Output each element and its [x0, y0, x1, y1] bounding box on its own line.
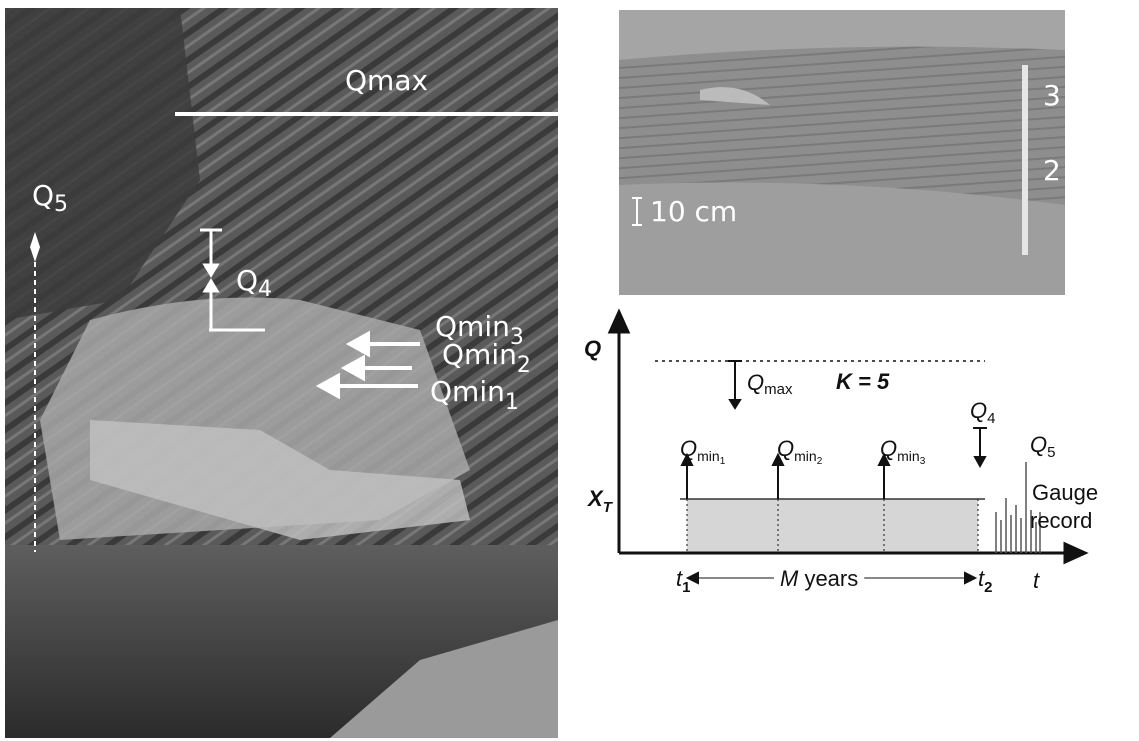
- photo-left: [5, 8, 558, 738]
- staff-mark: 2: [1043, 154, 1061, 187]
- t2-label: t2: [978, 566, 992, 596]
- m-years-label: M years: [780, 566, 858, 591]
- t1-label: t1: [676, 566, 690, 596]
- k-label: K = 5: [836, 369, 890, 394]
- qmax-label: Qmax: [345, 64, 428, 97]
- qmax-symbol: Qmax: [747, 370, 793, 398]
- gauge-label: Gauge: [1032, 480, 1098, 505]
- photo-right: [619, 10, 1065, 295]
- t-axis-label: t: [1033, 568, 1040, 593]
- gauge-label: record: [1030, 508, 1092, 533]
- q4-symbol: Q4: [970, 398, 995, 427]
- figure: Qmax Q5 Q4 Qmin3 Qmin2 Qmin1 10 cm 3 2 Q…: [0, 0, 1139, 741]
- q5-symbol: Q5: [1030, 432, 1055, 461]
- xt-symbol: XT: [586, 486, 614, 516]
- y-axis-label: Q: [584, 336, 601, 361]
- qmin2-symbol: Qmin2: [777, 436, 823, 467]
- scale-label: 10 cm: [650, 195, 737, 228]
- staff-mark: 3: [1043, 79, 1061, 112]
